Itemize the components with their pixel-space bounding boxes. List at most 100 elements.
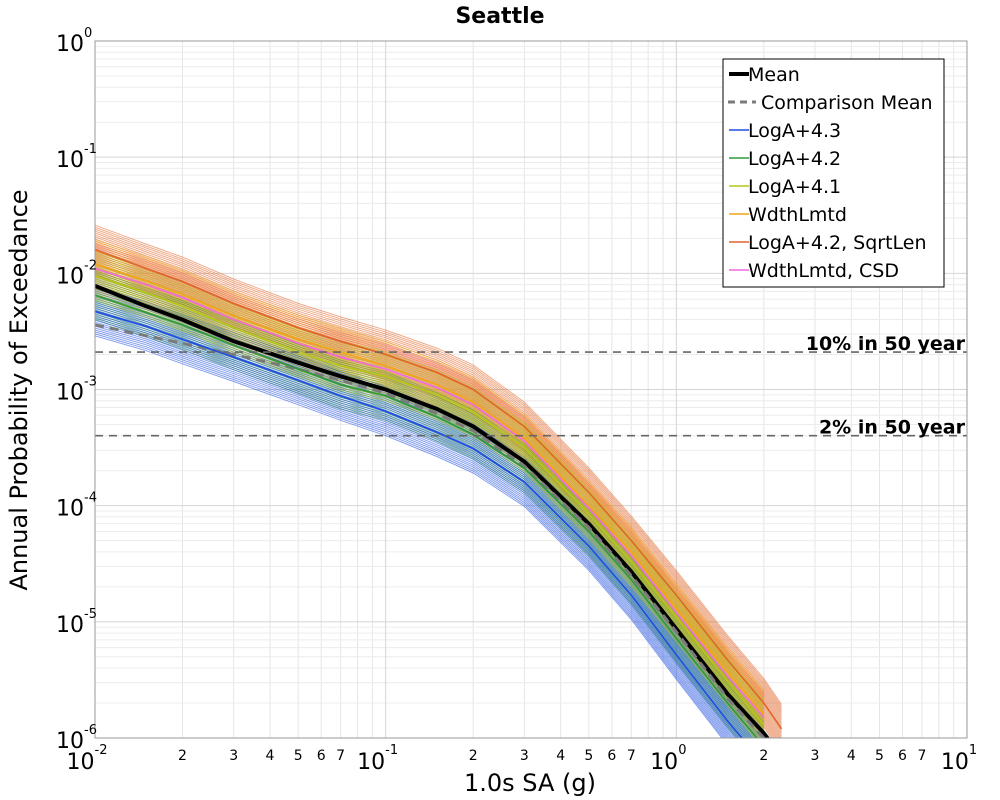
x-tick-base: 10	[941, 750, 969, 775]
legend-entry: WdthLmtd	[729, 204, 847, 226]
branch-curve	[95, 238, 782, 719]
x-tick-exponent: 0	[678, 743, 686, 758]
legend-label: WdthLmtd, CSD	[748, 260, 899, 282]
y-tick-exponent: -6	[84, 723, 97, 738]
x-tick-base: 10	[67, 750, 95, 775]
y-tick-exponent: -4	[84, 491, 97, 506]
x-tick-label: 101	[941, 743, 977, 775]
branch-curve	[95, 244, 782, 725]
series-line-loga-4-2-sqrtlen	[95, 248, 783, 730]
legend-label: Mean	[748, 64, 800, 86]
legend-label: Comparison Mean	[761, 92, 933, 114]
y-tick-label: 10-1	[56, 142, 97, 173]
x-minor-tick-label: 6	[317, 748, 326, 764]
branch-curve	[95, 256, 765, 707]
x-minor-tick-label: 7	[918, 748, 927, 764]
x-minor-tick-label: 5	[875, 748, 884, 764]
x-tick-label: 10-1	[357, 743, 398, 775]
branch-curve	[95, 299, 756, 738]
x-tick-base: 10	[357, 750, 385, 775]
legend-label: WdthLmtd	[748, 204, 847, 226]
branch-curve	[95, 272, 765, 723]
series-line-wdthlmtd-csd	[95, 267, 765, 719]
branch-curve	[95, 278, 765, 729]
branch-curve	[95, 279, 765, 732]
branch-curve	[95, 319, 736, 738]
x-minor-tick-label: 3	[229, 748, 238, 764]
series-layer	[95, 248, 783, 738]
x-minor-tick-label: 5	[294, 748, 303, 764]
branch-curve	[95, 335, 723, 738]
legend-label: LogA+4.3	[748, 120, 841, 142]
x-minor-tick-label: 7	[336, 748, 345, 764]
branch-curve	[95, 258, 765, 709]
series-line-wdthlmtd	[95, 263, 765, 715]
branch-curve	[95, 331, 726, 738]
branch-curve	[95, 280, 765, 730]
x-minor-tick-label: 4	[847, 748, 856, 764]
branch-curve	[95, 239, 765, 691]
x-minor-tick-label: 6	[898, 748, 907, 764]
y-tick-base: 10	[56, 32, 84, 57]
x-minor-tick-label: 4	[556, 748, 565, 764]
branch-curve	[95, 315, 739, 738]
branch-curve	[95, 292, 762, 738]
branch-curve	[95, 228, 782, 709]
series-line-mean	[95, 284, 770, 738]
branch-curve	[95, 241, 765, 693]
branch-curve	[95, 333, 724, 738]
x-tick-exponent: -2	[95, 743, 108, 758]
y-tick-label: 10-4	[56, 491, 97, 522]
y-tick-label: 10-6	[56, 723, 97, 754]
branch-curve	[95, 306, 747, 738]
legend-entry: LogA+4.2	[729, 148, 841, 170]
x-minor-tick-label: 3	[811, 748, 820, 764]
legend-box	[722, 58, 945, 288]
legend-entry: LogA+4.3	[729, 120, 841, 142]
x-tick-base: 10	[650, 750, 678, 775]
x-minor-tick-label: 3	[520, 748, 529, 764]
series-line-loga-4-1	[95, 275, 765, 726]
x-minor-tick-label: 2	[469, 748, 478, 764]
y-tick-label: 10-5	[56, 607, 97, 638]
x-tick-exponent: 1	[969, 743, 977, 758]
y-tick-exponent: 0	[84, 26, 92, 41]
legend-entry: Mean	[729, 64, 800, 86]
legend-label: LogA+4.2, SqrtLen	[748, 232, 927, 254]
x-tick-label: 10-2	[67, 743, 108, 775]
x-minor-tick-label: 4	[266, 748, 275, 764]
reference-lines-layer: 10% in 50 year 2% in 50 year	[95, 333, 967, 439]
y-tick-base: 10	[56, 497, 84, 522]
y-tick-label: 10-2	[56, 258, 97, 289]
reference-line-label: 10% in 50 year	[806, 333, 966, 355]
branch-curve	[95, 321, 734, 738]
branch-curve	[95, 329, 727, 738]
branch-curve	[95, 308, 746, 738]
plot-frame	[94, 40, 968, 739]
branch-curve	[95, 300, 752, 738]
x-minor-tick-label: 2	[178, 748, 187, 764]
legend-entry: WdthLmtd, CSD	[729, 260, 899, 282]
y-tick-base: 10	[56, 264, 84, 289]
x-minor-tick-label: 5	[584, 748, 593, 764]
branch-curve	[95, 245, 765, 697]
legend-entry: Comparison Mean	[728, 92, 933, 114]
branch-curve	[95, 304, 749, 738]
y-tick-exponent: -1	[84, 142, 97, 157]
branch-curve	[95, 327, 729, 738]
y-tick-exponent: -2	[84, 258, 97, 273]
branch-curve	[95, 230, 782, 711]
legend-entry: LogA+4.1	[729, 176, 841, 198]
y-tick-label: 10-3	[56, 375, 97, 406]
x-tick-label: 100	[650, 743, 686, 775]
branch-curve	[95, 236, 782, 717]
branch-curve	[95, 234, 782, 715]
y-tick-base: 10	[56, 381, 84, 406]
branch-curve	[95, 240, 782, 721]
branch-curve	[95, 302, 751, 738]
x-axis-title: 1.0s SA (g)	[464, 769, 596, 797]
legend: Mean Comparison Mean LogA+4.3 LogA+4.2 LogA+…	[722, 58, 945, 288]
branch-curve	[95, 232, 782, 713]
branch-curve	[95, 243, 765, 695]
